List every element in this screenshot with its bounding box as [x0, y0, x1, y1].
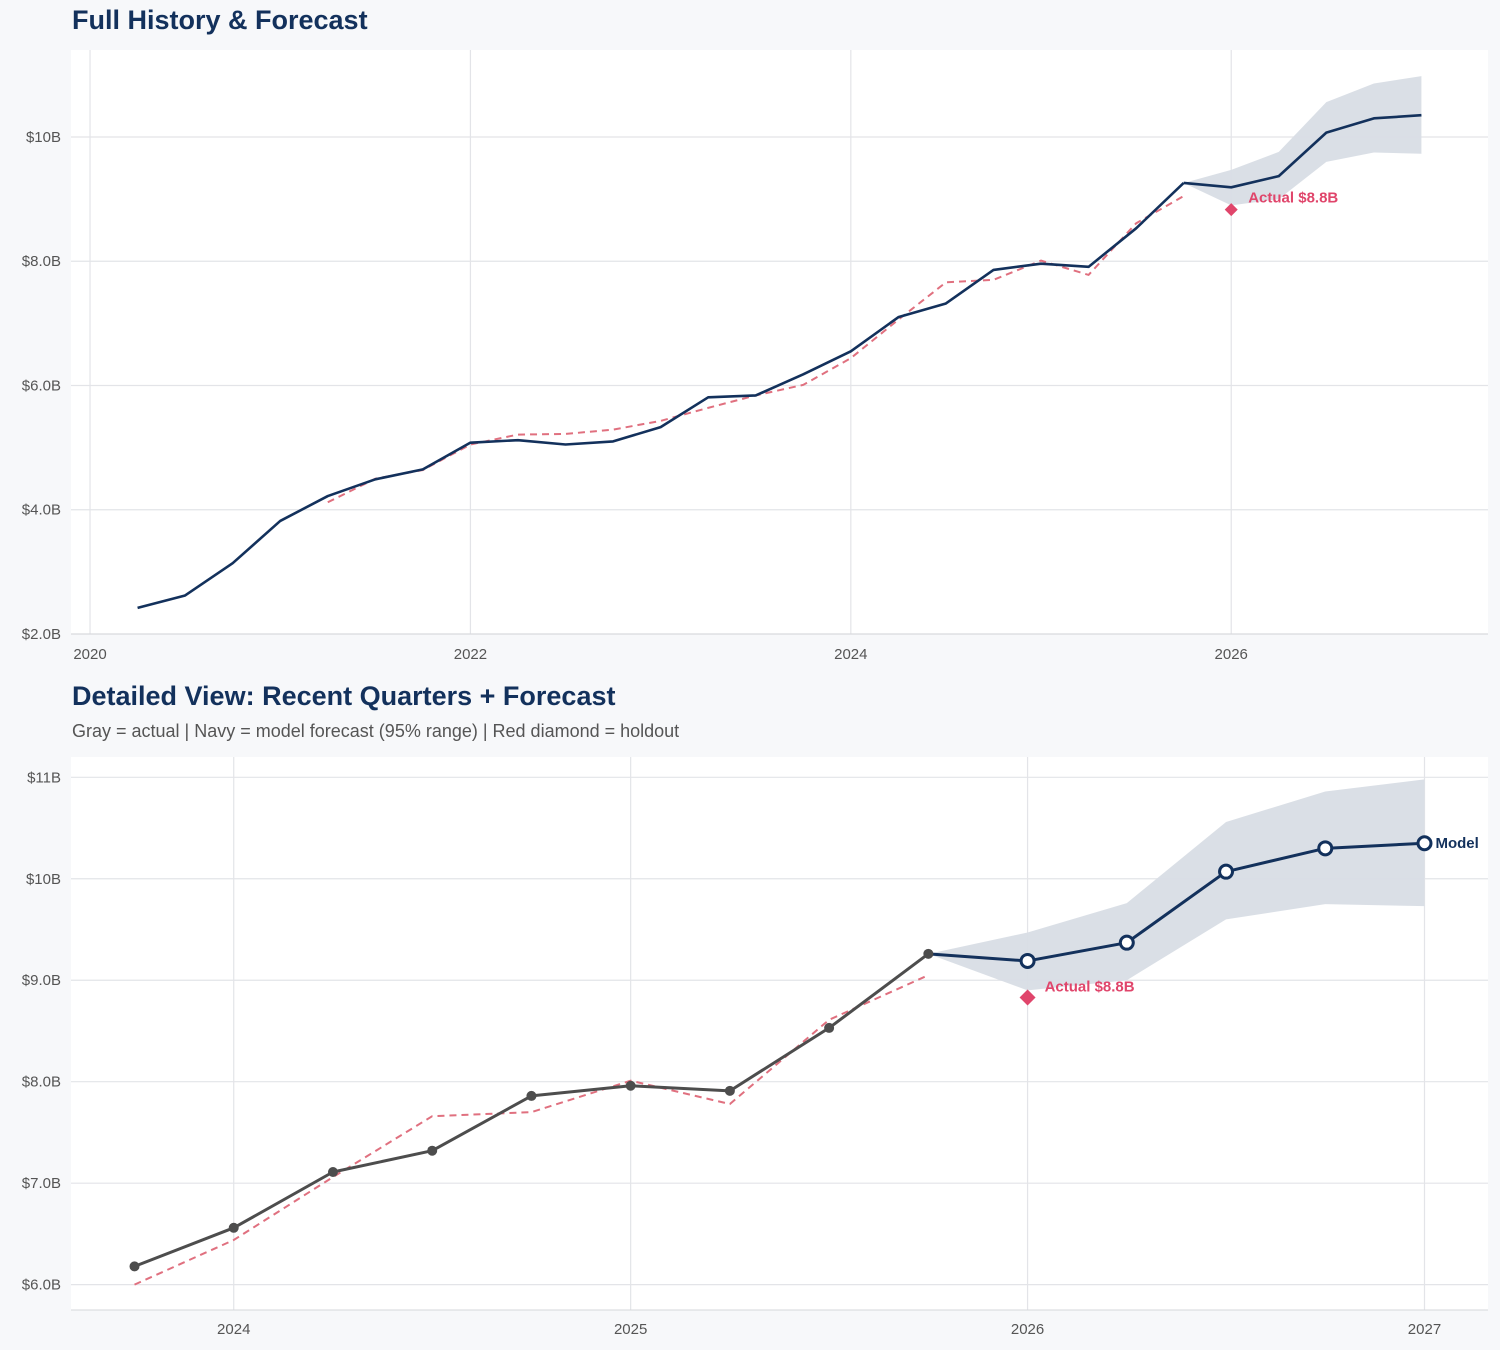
x-tick-label: 2027	[1408, 1321, 1441, 1338]
bottom-chart-title: Detailed View: Recent Quarters + Forecas…	[72, 681, 616, 711]
forecast-band	[928, 779, 1425, 991]
model-forecast-line	[928, 841, 1425, 963]
model-point	[1317, 840, 1334, 857]
model-point	[1118, 934, 1135, 951]
actual-point	[724, 1085, 735, 1096]
holdout-label: Actual $8.8B	[1045, 978, 1135, 995]
y-tick-label: $2.0B	[22, 626, 61, 643]
model-point	[1416, 835, 1433, 852]
y-tick-label: $6.0B	[22, 377, 61, 394]
holdout-label: Actual $8.8B	[1248, 190, 1338, 207]
forecast-band	[1183, 76, 1422, 206]
x-tick-label: 2024	[834, 646, 867, 663]
actual-point	[427, 1145, 438, 1156]
y-tick-label: $8.0B	[22, 1074, 61, 1091]
x-tick-label: 2020	[73, 646, 106, 663]
model-end-label: Model	[1435, 835, 1478, 852]
x-tick-label: 2024	[217, 1321, 250, 1338]
y-tick-label: $10B	[26, 129, 61, 146]
top-chart-title: Full History & Forecast	[72, 5, 368, 35]
actual-point	[228, 1222, 239, 1233]
full-history-chart: 2020 2022 2024 2026 $2.0B $4.0B $6.0B $8.0B $10B…	[22, 50, 1488, 663]
bottom-chart-subtitle: Gray = actual | Navy = model forecast (9…	[72, 721, 680, 741]
y-tick-label: $11B	[27, 769, 61, 786]
model-forecast-line	[1183, 113, 1422, 189]
actual-point	[923, 948, 934, 959]
actual-point	[129, 1261, 140, 1272]
y-tick-label: $4.0B	[22, 502, 61, 519]
y-tick-label: $8.0B	[22, 253, 61, 270]
actual-point	[327, 1167, 338, 1178]
y-tick-label: $6.0B	[22, 1277, 61, 1294]
x-tick-label: 2026	[1215, 646, 1248, 663]
bottom-chart-panel: 2024 2025 2026 2027 $6.0B $7.0B $8.0B $9.0B $10B…	[0, 672, 1500, 1350]
x-tick-label: 2025	[614, 1321, 647, 1338]
holdout-diamond	[1224, 203, 1238, 217]
x-tick-label: 2022	[454, 646, 487, 663]
y-tick-label: $10B	[26, 871, 61, 888]
model-point	[1019, 952, 1036, 969]
detailed-view-chart: 2024 2025 2026 2027 $6.0B $7.0B $8.0B $9.0B $10B…	[22, 757, 1488, 1338]
actual-line	[137, 182, 1185, 610]
plot-background	[71, 50, 1488, 634]
holdout-diamond	[1019, 989, 1036, 1006]
model-point	[1218, 863, 1235, 880]
y-tick-label: $7.0B	[22, 1175, 61, 1192]
actual-point	[526, 1090, 537, 1101]
actual-point	[824, 1022, 835, 1033]
x-tick-label: 2026	[1011, 1321, 1044, 1338]
actual-point	[625, 1080, 636, 1091]
y-tick-label: $9.0B	[22, 972, 61, 989]
top-chart-panel: 2020 2022 2024 2026 $2.0B $4.0B $6.0B $8.0B $10B…	[0, 0, 1500, 670]
